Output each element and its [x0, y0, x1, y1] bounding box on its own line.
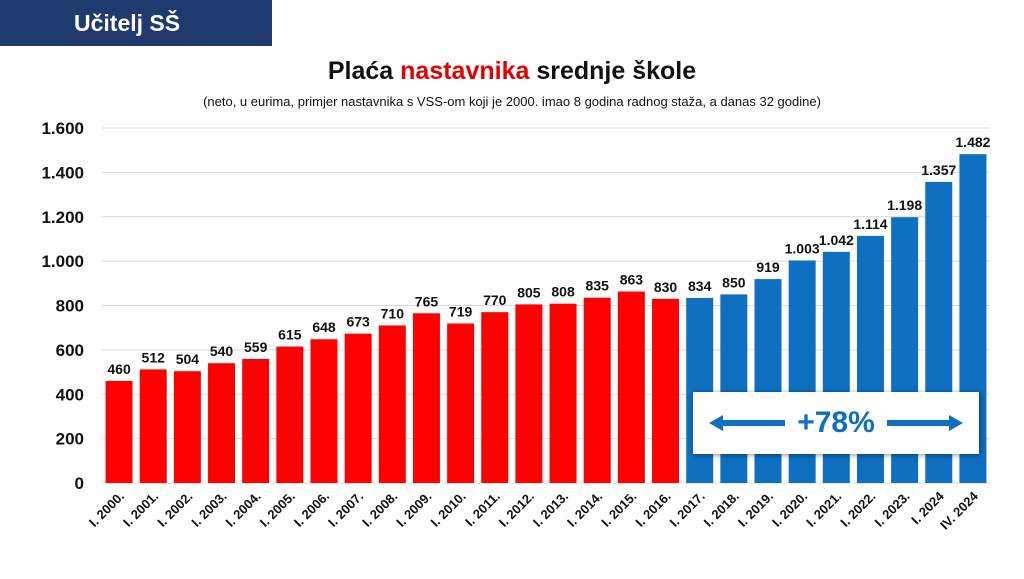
left-arrow-icon — [709, 415, 786, 431]
x-tick-label: I. 2023. — [871, 489, 912, 530]
data-label: 1.042 — [819, 232, 854, 248]
data-label: 1.114 — [853, 216, 887, 232]
data-label: 850 — [722, 274, 746, 290]
bar — [378, 325, 406, 483]
x-tick-label: I. 2013. — [530, 489, 571, 530]
y-tick-label: 0 — [75, 474, 84, 493]
title-part2: srednje škole — [529, 57, 697, 85]
x-tick-label: I. 2000. — [86, 489, 127, 530]
data-label: 1.003 — [785, 240, 820, 256]
y-tick-label: 1.600 — [41, 119, 84, 138]
data-label: 765 — [415, 293, 439, 309]
x-tick-label: I. 2010. — [427, 489, 468, 530]
x-tick-label: I. 2016. — [632, 489, 673, 530]
chart-title: Plaća nastavnika srednje škole — [0, 57, 1024, 86]
data-label: 673 — [346, 314, 370, 330]
growth-percentage: +78% — [797, 406, 875, 439]
y-tick-label: 400 — [56, 385, 84, 404]
chart-subtitle: (neto, u eurima, primjer nastavnika s VS… — [203, 94, 821, 109]
data-label: 648 — [312, 319, 336, 335]
x-tick-label: I. 2007. — [325, 489, 366, 530]
banner-label: Učitelj SŠ — [74, 9, 181, 36]
bar — [617, 291, 645, 483]
data-label: 830 — [654, 279, 678, 295]
bar — [447, 323, 475, 483]
x-tick-label: I. 2004. — [223, 489, 264, 530]
x-tick-label: I. 2019. — [735, 489, 776, 530]
bar — [583, 297, 611, 483]
x-tick-label: I. 2011. — [462, 489, 503, 530]
data-label: 710 — [381, 305, 405, 321]
data-label: 719 — [449, 303, 473, 319]
data-label: 805 — [517, 284, 541, 300]
x-tick-label: I. 2003. — [188, 489, 229, 530]
data-label: 835 — [586, 278, 610, 294]
y-tick-label: 600 — [56, 341, 84, 360]
x-tick-label: I. 2017. — [667, 489, 708, 530]
y-tick-label: 1.000 — [41, 252, 84, 271]
x-tick-label: I. 2005. — [257, 489, 298, 530]
data-label: 1.357 — [921, 162, 956, 178]
x-tick-label: I. 2015. — [598, 489, 639, 530]
data-label: 504 — [176, 351, 200, 367]
bar — [515, 304, 543, 483]
bar — [173, 371, 201, 483]
x-tick-label: I. 2012. — [496, 489, 537, 530]
y-tick-label: 200 — [56, 430, 84, 449]
data-label: 1.198 — [887, 197, 922, 213]
bar — [310, 339, 338, 483]
y-tick-label: 1.200 — [41, 208, 84, 227]
section-banner: Učitelj SŠ — [0, 0, 272, 46]
data-label: 919 — [756, 259, 780, 275]
bar — [652, 298, 680, 483]
x-tick-label: I. 2018. — [701, 489, 742, 530]
x-tick-label: I. 2021. — [803, 489, 844, 530]
bar — [412, 313, 440, 483]
data-label: 559 — [244, 339, 268, 355]
data-label: 615 — [278, 327, 302, 343]
bar — [686, 297, 714, 483]
bar — [139, 369, 167, 483]
x-tick-label: I. 2014. — [564, 489, 605, 530]
x-tick-label: I. 2008. — [359, 489, 400, 530]
y-tick-label: 1.400 — [41, 163, 84, 182]
bar — [720, 294, 748, 483]
growth-callout: +78% — [693, 392, 979, 454]
x-tick-label: I. 2022. — [837, 489, 878, 530]
bar — [208, 363, 236, 483]
right-arrow-icon — [886, 415, 963, 431]
title-highlight: nastavnika — [400, 57, 530, 85]
x-tick-label: I. 2006. — [291, 489, 332, 530]
data-label: 834 — [688, 278, 712, 294]
data-label: 460 — [107, 361, 131, 377]
data-label: 808 — [551, 284, 575, 300]
title-part1: Plaća — [327, 57, 401, 85]
y-tick-label: 800 — [56, 297, 84, 316]
bar — [481, 312, 509, 483]
x-tick-label: I. 2009. — [393, 489, 434, 530]
data-label: 1.482 — [955, 134, 990, 150]
bar — [344, 333, 372, 483]
x-tick-label: I. 2001. — [120, 489, 161, 530]
data-label: 770 — [483, 292, 507, 308]
data-label: 863 — [620, 272, 644, 288]
x-tick-label: IV. 2024 — [937, 488, 982, 533]
bar — [242, 358, 270, 483]
x-tick-label: I. 2020. — [769, 489, 810, 530]
bar — [276, 346, 304, 483]
bar — [105, 380, 133, 483]
x-tick-label: I. 2002. — [154, 489, 195, 530]
data-label: 512 — [142, 349, 166, 365]
bar — [549, 303, 577, 483]
data-label: 540 — [210, 343, 234, 359]
